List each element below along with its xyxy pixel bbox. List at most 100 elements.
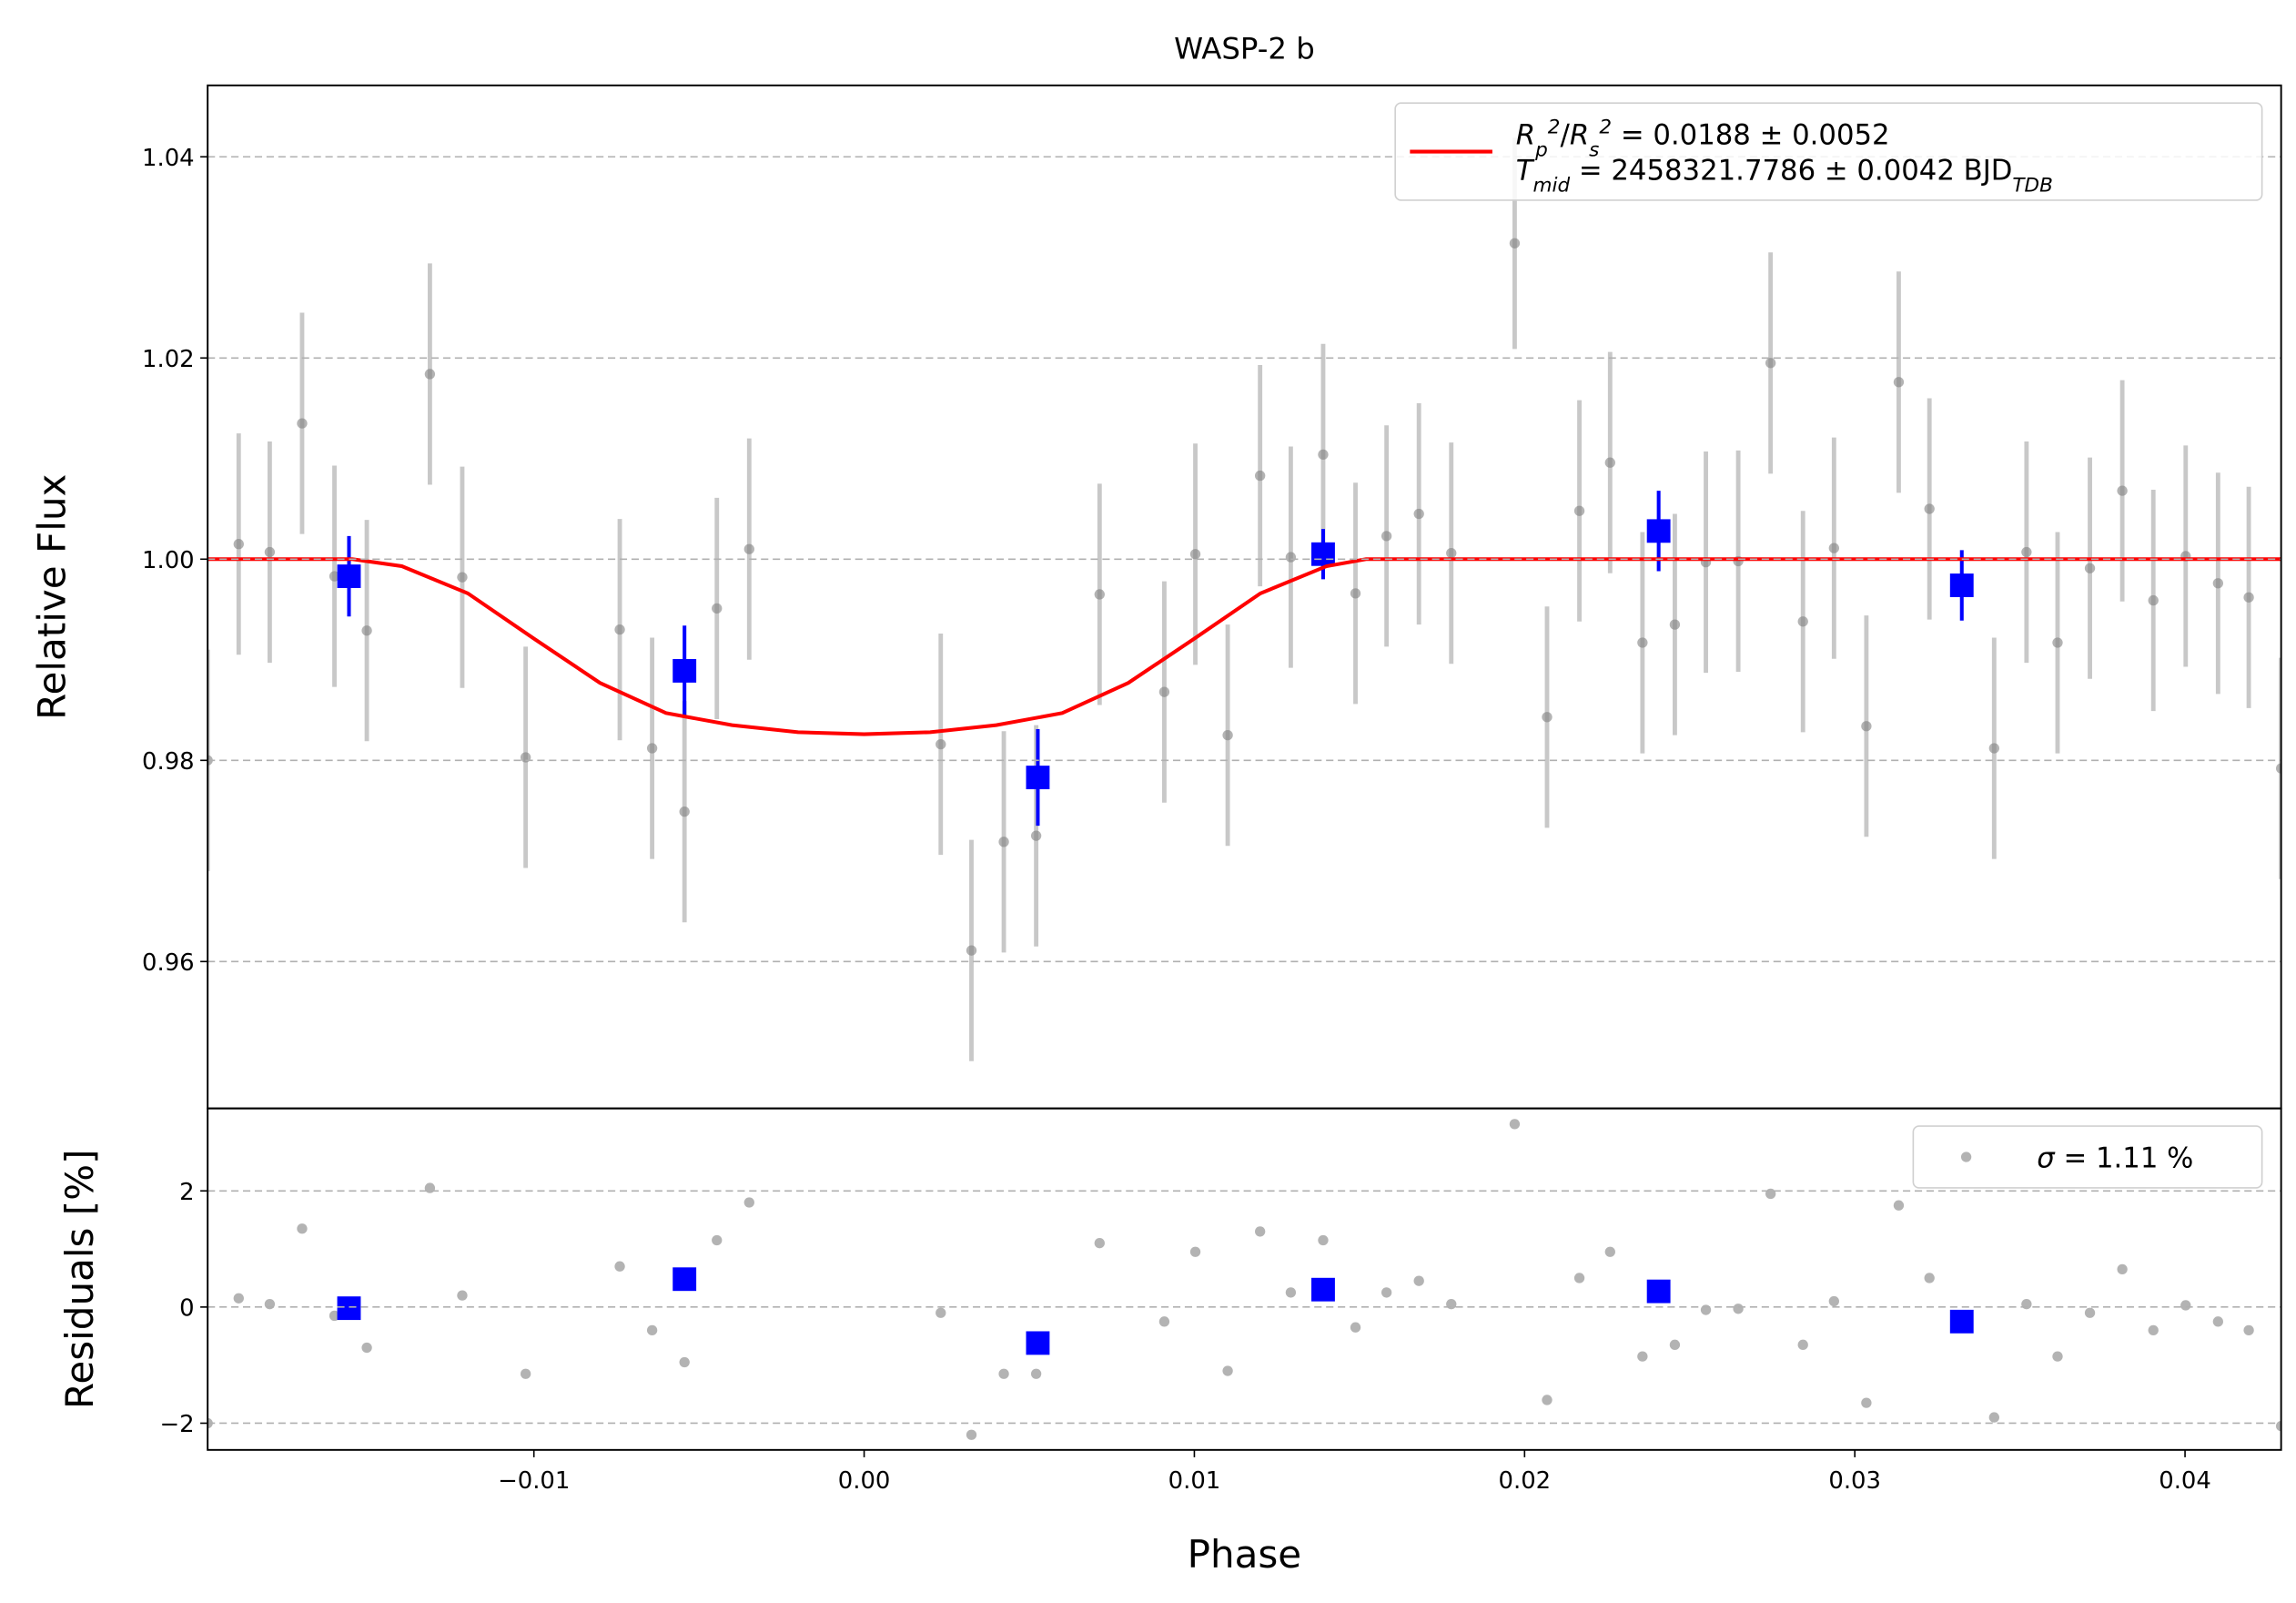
data-point <box>1413 1275 1424 1286</box>
data-point <box>297 418 308 429</box>
axes-frame <box>207 1107 2282 1451</box>
data-point <box>679 1356 690 1368</box>
data-point <box>233 1293 244 1304</box>
data-point <box>329 571 340 582</box>
data-point <box>1381 1287 1392 1298</box>
chart-title: WASP-2 b <box>1174 32 1315 66</box>
plot-area <box>207 1119 2281 1440</box>
y-axis-label: Residuals [%] <box>57 1149 102 1409</box>
data-point <box>2052 1351 2063 1362</box>
binned-point <box>1311 542 1335 566</box>
data-point <box>1318 1234 1329 1246</box>
binned-point <box>1646 1279 1671 1304</box>
legend-box <box>1394 102 2263 201</box>
data-point <box>2275 763 2281 774</box>
data-point <box>2243 1324 2254 1336</box>
binned-point <box>1311 1277 1335 1302</box>
data-point <box>264 546 276 558</box>
data-point <box>1861 721 1872 732</box>
x-tick-label: 0.01 <box>1168 1467 1221 1495</box>
data-point <box>457 1290 468 1301</box>
data-point <box>1030 830 1042 841</box>
data-point <box>1254 470 1266 482</box>
legend-swatch <box>1960 1152 1972 1162</box>
binned-point <box>673 659 697 683</box>
data-point <box>1861 1397 1872 1408</box>
data-point <box>1733 1304 1744 1314</box>
data-point <box>1988 743 1999 754</box>
data-point <box>712 1234 723 1246</box>
data-point <box>743 543 754 554</box>
data-point <box>1637 1351 1648 1362</box>
data-point <box>1893 377 1905 388</box>
data-point <box>966 945 977 956</box>
data-point <box>361 625 372 636</box>
data-point <box>2212 1316 2224 1327</box>
y-tick-label: 1.04 <box>142 145 195 172</box>
legend-label: Tmid = 2458321.7786 ± 0.0042 BJDTDB <box>1516 154 2053 196</box>
data-point <box>1222 730 1233 741</box>
y-tick-label: 1.00 <box>142 547 195 574</box>
data-point <box>329 1310 340 1322</box>
data-point <box>1446 547 1457 559</box>
data-point <box>2084 1307 2096 1318</box>
data-point <box>1381 531 1392 542</box>
data-point <box>1030 1368 1042 1379</box>
data-point <box>1350 588 1361 599</box>
data-point <box>1254 1226 1266 1237</box>
data-point <box>966 1429 977 1440</box>
data-point <box>1094 1238 1105 1249</box>
y-tick-label: 1.02 <box>142 346 195 373</box>
data-point <box>1924 503 1935 514</box>
x-tick-label: 0.03 <box>1828 1467 1881 1495</box>
data-point <box>2117 1263 2128 1275</box>
data-point <box>1350 1322 1361 1333</box>
binned-point <box>1026 766 1050 790</box>
data-point <box>1637 637 1648 648</box>
binned-point <box>337 564 361 589</box>
data-point <box>2148 594 2159 606</box>
data-point <box>1893 1200 1905 1211</box>
data-point <box>520 1368 531 1379</box>
data-point <box>2243 592 2254 603</box>
data-point <box>1604 457 1615 468</box>
data-point <box>1285 1287 1297 1298</box>
x-tick-label: 0.04 <box>2159 1467 2211 1495</box>
data-point <box>1222 1365 1233 1376</box>
y-tick-label: 2 <box>179 1179 194 1206</box>
legend-box <box>1912 1125 2263 1189</box>
data-point <box>297 1223 308 1234</box>
data-point <box>233 539 244 550</box>
binned-point <box>337 1296 361 1321</box>
binned-point <box>1949 573 1974 597</box>
data-point <box>1509 238 1521 249</box>
data-point <box>1158 1316 1170 1327</box>
binned-point <box>1949 1309 1974 1334</box>
data-point <box>679 807 690 817</box>
y-axis-label: Relative Flux <box>29 474 74 720</box>
binned-point <box>1646 519 1671 543</box>
legend-label: Rp2/Rs2 = 0.0188 ± 0.0052 <box>1516 116 1890 161</box>
data-point <box>2052 637 2063 648</box>
data-point <box>936 738 946 750</box>
data-point <box>1669 619 1681 630</box>
data-point <box>646 1324 658 1336</box>
y-tick-label: 0 <box>179 1295 194 1323</box>
x-tick-label: −0.01 <box>498 1467 570 1495</box>
data-point <box>1573 505 1585 516</box>
data-point <box>2084 563 2096 573</box>
model-line <box>207 557 2281 736</box>
data-point <box>998 837 1009 847</box>
binned-point <box>673 1267 697 1292</box>
data-point <box>457 572 468 583</box>
data-point <box>1189 1246 1201 1257</box>
data-point <box>1797 616 1808 627</box>
data-point <box>2117 485 2128 496</box>
data-point <box>998 1368 1009 1379</box>
data-point <box>424 369 436 380</box>
data-point <box>646 743 658 754</box>
data-point <box>712 603 723 614</box>
plot-area <box>207 137 2281 1061</box>
data-point <box>1189 549 1201 560</box>
